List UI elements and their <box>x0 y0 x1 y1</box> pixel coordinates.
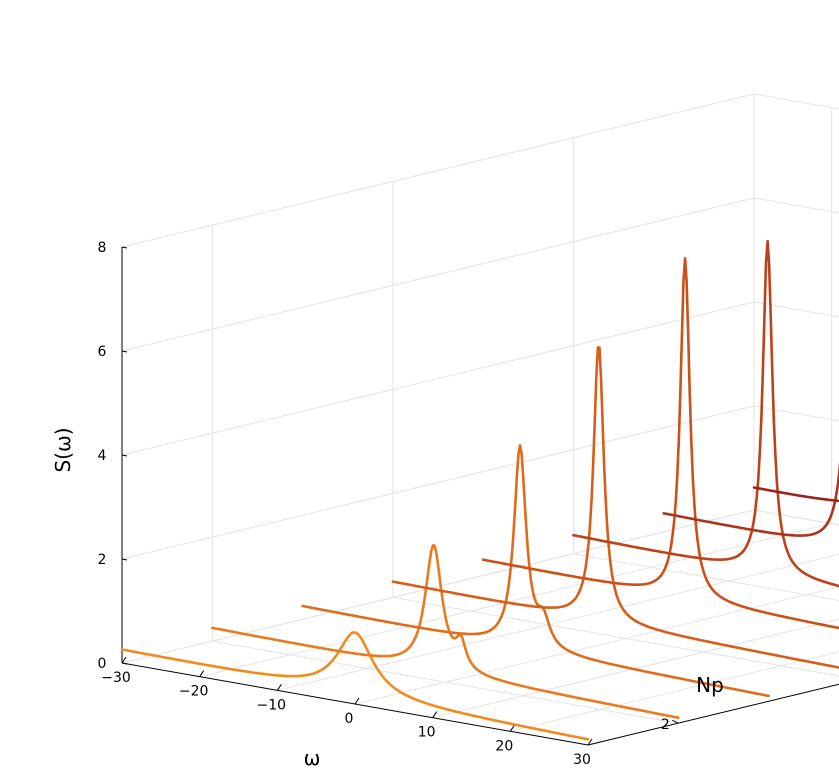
z-grid-back <box>753 301 839 318</box>
z-tick-label: 4 <box>98 448 107 464</box>
y-tick-label: 2 <box>661 717 670 733</box>
x-tick <box>587 738 593 746</box>
y-grid-floor <box>573 553 839 601</box>
z-grid-side <box>121 197 755 352</box>
tick-labels: −30−20−100102030246802468 <box>98 240 670 768</box>
y-axis-line <box>587 683 839 746</box>
x-grid-floor <box>354 586 839 705</box>
y-axis-title: Np <box>696 673 724 697</box>
x-tick-label: 0 <box>345 711 354 727</box>
axes <box>121 246 839 746</box>
z-grid-back <box>753 197 839 214</box>
x-tick-label: 10 <box>418 725 436 741</box>
y-tick <box>672 719 679 724</box>
x-tick <box>509 725 515 732</box>
x-tick <box>121 656 127 664</box>
z-grid-side <box>121 301 755 456</box>
x-grid-floor <box>432 618 839 719</box>
z-tick <box>121 246 128 249</box>
series-line-np-2 <box>211 544 680 719</box>
y-grid-floor <box>212 640 679 724</box>
x-tick <box>276 684 282 691</box>
series-line-np-5 <box>481 257 839 630</box>
z-tick <box>121 350 128 353</box>
x-tick-label: −10 <box>257 697 287 713</box>
z-tick <box>121 662 128 665</box>
z-tick-label: 0 <box>98 656 107 672</box>
z-tick <box>121 454 128 457</box>
series-line-np-6 <box>572 239 839 588</box>
z-tick <box>121 558 128 561</box>
z-grid-side <box>121 93 755 248</box>
series-line-np-3 <box>301 444 770 698</box>
x-grid-floor <box>277 553 839 691</box>
x-tick-label: −30 <box>101 670 131 686</box>
x-tick-label: 20 <box>495 738 513 754</box>
z-grid-back <box>753 509 839 526</box>
x-tick <box>432 711 438 718</box>
x-grid-floor <box>199 523 832 678</box>
x-tick <box>199 670 205 677</box>
z-tick-label: 8 <box>98 240 107 256</box>
series-line-np-7 <box>662 461 839 537</box>
z-grid-side <box>121 405 755 560</box>
z-axis-title: S(ω) <box>51 427 75 472</box>
z-tick-label: 2 <box>98 552 107 568</box>
x-axis-title: ω <box>304 746 321 768</box>
y-grid-floor <box>392 596 839 677</box>
grid-lines <box>121 93 839 746</box>
z-grid-side <box>121 509 755 664</box>
x-tick-label: −20 <box>179 684 209 700</box>
series-lines <box>120 239 839 741</box>
x-tick-label: 30 <box>573 752 591 768</box>
z-grid-back <box>753 93 839 110</box>
series-line-np-8 <box>752 486 839 503</box>
z-tick-label: 6 <box>98 344 107 360</box>
series-line-np-4 <box>391 346 839 669</box>
series-line-np-1 <box>120 631 590 741</box>
z-grid-back <box>753 405 839 422</box>
x-tick <box>354 697 360 705</box>
